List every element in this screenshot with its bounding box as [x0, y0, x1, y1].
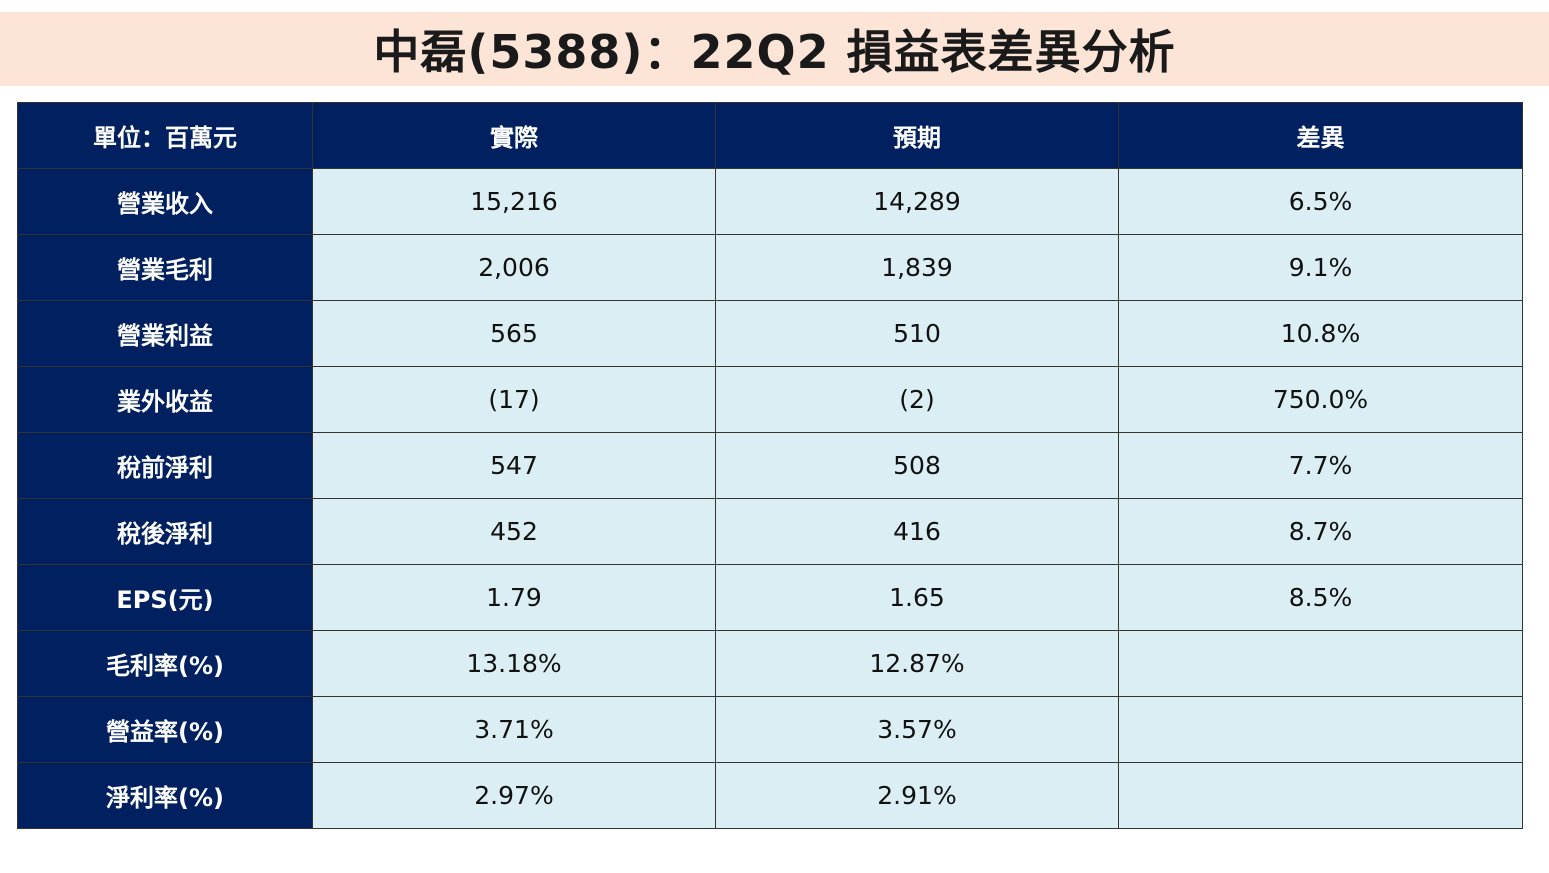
diff-value: 9.1%: [1118, 234, 1523, 301]
expected-value: 2.91%: [715, 762, 1119, 829]
row-label: 營業收入: [17, 168, 313, 235]
actual-value: 2,006: [312, 234, 716, 301]
diff-value: 8.7%: [1118, 498, 1523, 565]
table-row: 營益率(%) 3.71% 3.57%: [17, 696, 1523, 763]
row-label: 稅後淨利: [17, 498, 313, 565]
table-row: 稅後淨利 452 416 8.7%: [17, 498, 1523, 565]
expected-value: 508: [715, 432, 1119, 499]
expected-value: 12.87%: [715, 630, 1119, 697]
table-row: EPS(元) 1.79 1.65 8.5%: [17, 564, 1523, 631]
row-label: 毛利率(%): [17, 630, 313, 697]
header-diff: 差異: [1118, 102, 1523, 169]
actual-value: 15,216: [312, 168, 716, 235]
table-row: 營業毛利 2,006 1,839 9.1%: [17, 234, 1523, 301]
expected-value: 1.65: [715, 564, 1119, 631]
expected-value: 3.57%: [715, 696, 1119, 763]
actual-value: 13.18%: [312, 630, 716, 697]
row-label: EPS(元): [17, 564, 313, 631]
header-unit: 單位：百萬元: [17, 102, 313, 169]
income-statement-table: 單位：百萬元 實際 預期 差異 營業收入 15,216 14,289 6.5% …: [17, 102, 1523, 829]
actual-value: 1.79: [312, 564, 716, 631]
row-label: 稅前淨利: [17, 432, 313, 499]
row-label: 業外收益: [17, 366, 313, 433]
expected-value: 14,289: [715, 168, 1119, 235]
page-title: 中磊(5388)：22Q2 損益表差異分析: [373, 25, 1176, 79]
table-row: 營業利益 565 510 10.8%: [17, 300, 1523, 367]
actual-value: 565: [312, 300, 716, 367]
actual-value: 3.71%: [312, 696, 716, 763]
actual-value: 547: [312, 432, 716, 499]
diff-value: [1118, 630, 1523, 697]
diff-value: 6.5%: [1118, 168, 1523, 235]
row-label: 營益率(%): [17, 696, 313, 763]
expected-value: 510: [715, 300, 1119, 367]
diff-value: [1118, 762, 1523, 829]
table-row: 稅前淨利 547 508 7.7%: [17, 432, 1523, 499]
diff-value: 750.0%: [1118, 366, 1523, 433]
table-row: 毛利率(%) 13.18% 12.87%: [17, 630, 1523, 697]
row-label: 營業利益: [17, 300, 313, 367]
row-label: 淨利率(%): [17, 762, 313, 829]
actual-value: 2.97%: [312, 762, 716, 829]
actual-value: 452: [312, 498, 716, 565]
table-row: 業外收益 (17) (2) 750.0%: [17, 366, 1523, 433]
diff-value: 10.8%: [1118, 300, 1523, 367]
table-row: 淨利率(%) 2.97% 2.91%: [17, 762, 1523, 829]
table-row: 營業收入 15,216 14,289 6.5%: [17, 168, 1523, 235]
diff-value: [1118, 696, 1523, 763]
diff-value: 7.7%: [1118, 432, 1523, 499]
actual-value: (17): [312, 366, 716, 433]
diff-value: 8.5%: [1118, 564, 1523, 631]
title-bar: 中磊(5388)：22Q2 損益表差異分析: [0, 12, 1549, 86]
table-header-row: 單位：百萬元 實際 預期 差異: [17, 102, 1523, 169]
expected-value: 1,839: [715, 234, 1119, 301]
expected-value: 416: [715, 498, 1119, 565]
row-label: 營業毛利: [17, 234, 313, 301]
header-actual: 實際: [312, 102, 716, 169]
header-expected: 預期: [715, 102, 1119, 169]
expected-value: (2): [715, 366, 1119, 433]
